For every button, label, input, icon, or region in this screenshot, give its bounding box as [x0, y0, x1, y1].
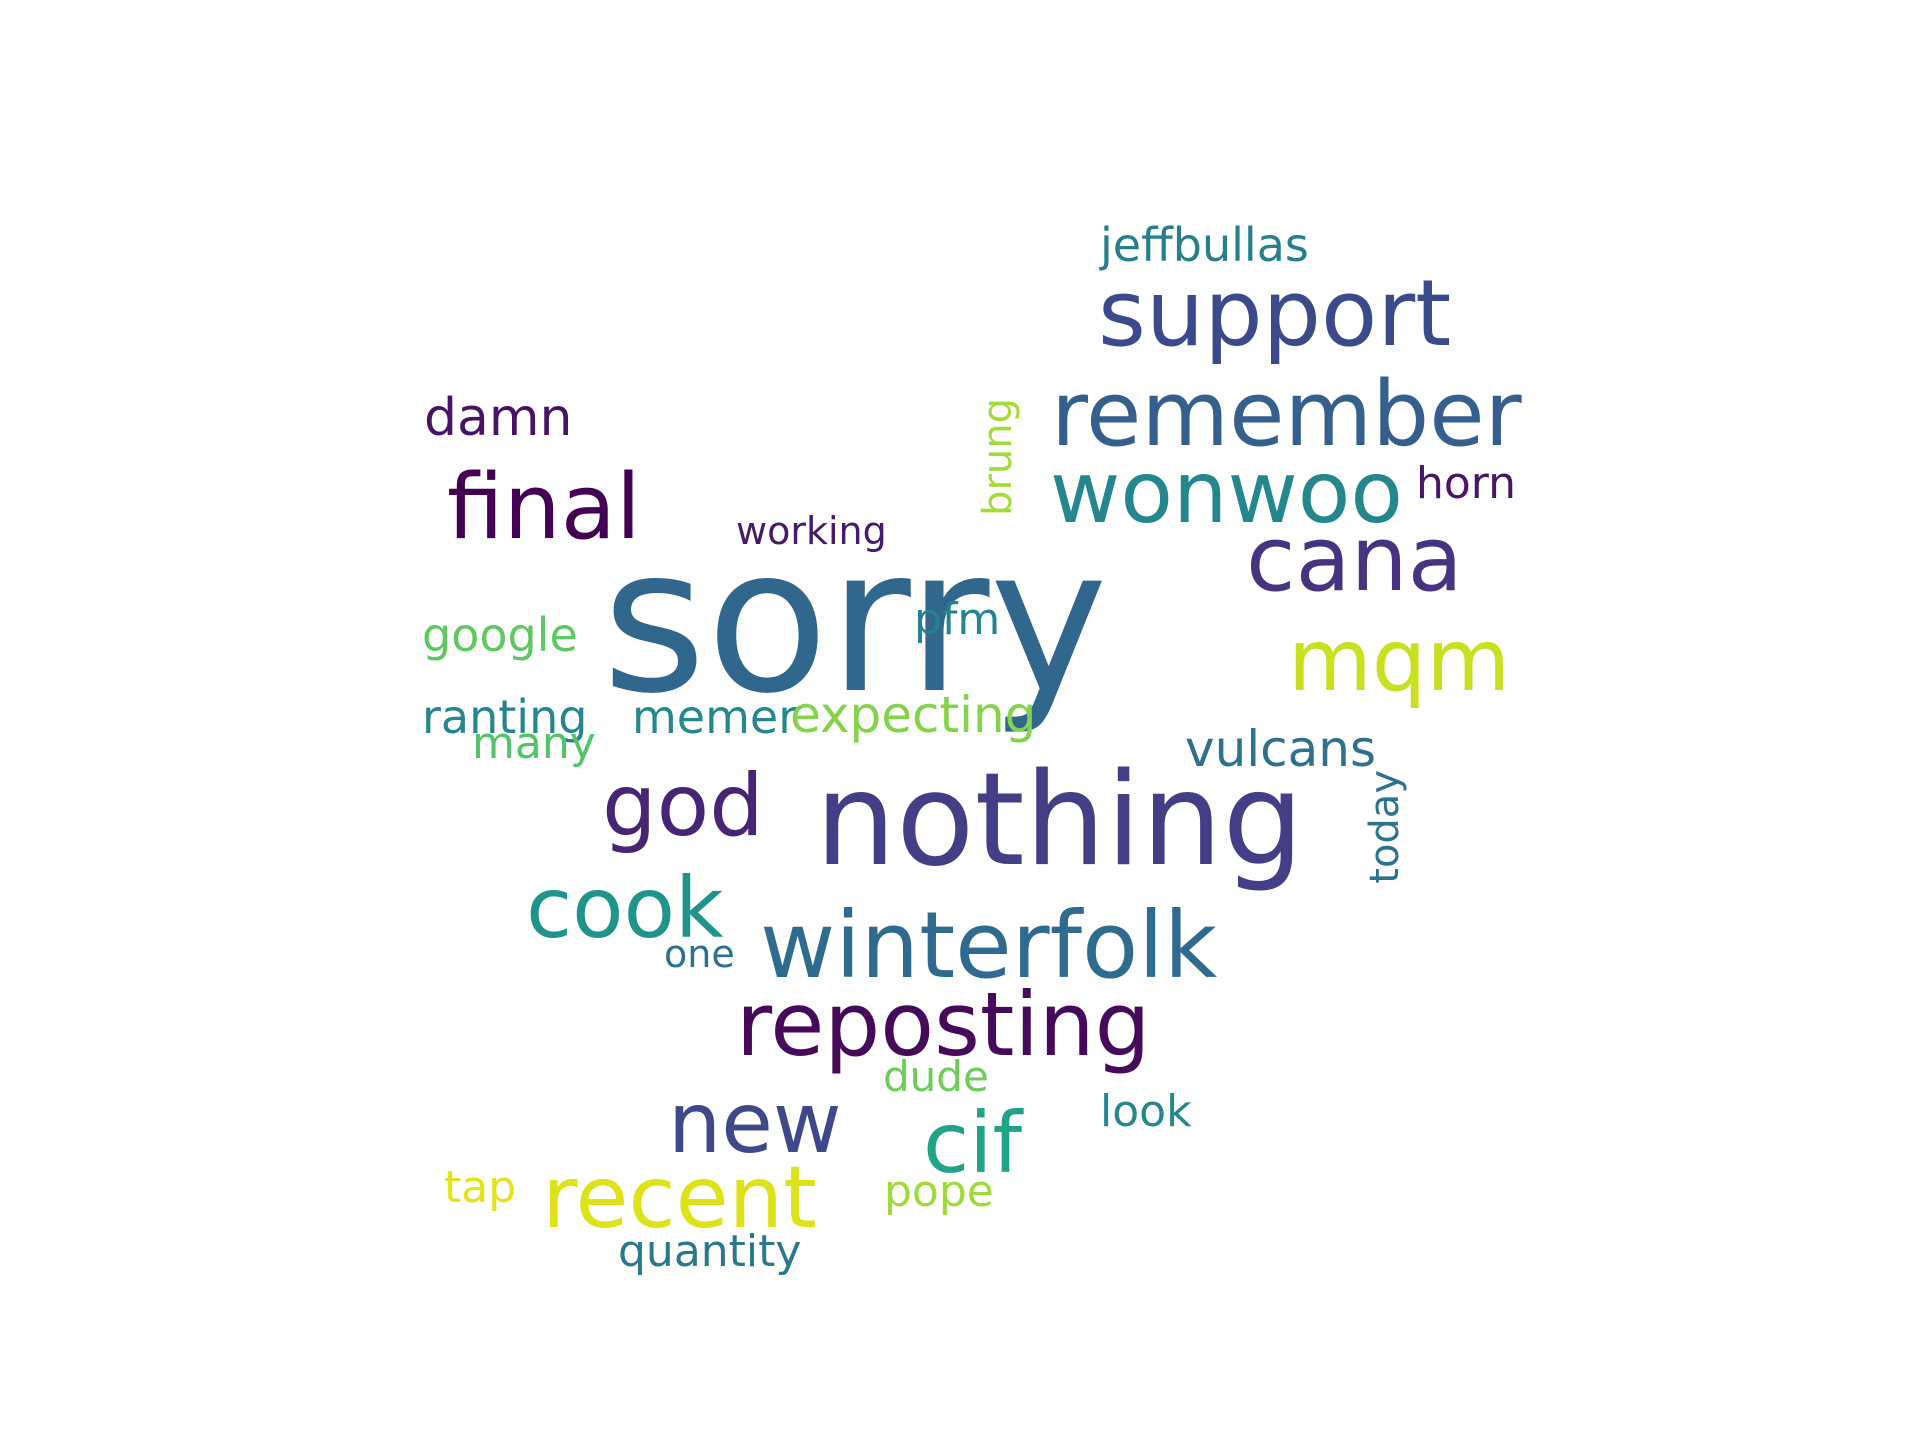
word-support: support: [1098, 260, 1452, 367]
word-cana: cana: [1246, 507, 1463, 612]
word-recent: recent: [542, 1148, 817, 1248]
word-many: many: [472, 718, 596, 769]
word-google: google: [422, 608, 578, 662]
word-tap: tap: [444, 1162, 517, 1213]
word-one: one: [664, 932, 735, 976]
word-quantity: quantity: [618, 1226, 802, 1277]
word-damn: damn: [424, 388, 573, 448]
word-nothing: nothing: [815, 746, 1304, 895]
word-new: new: [668, 1074, 842, 1172]
word-wonwoo: wonwoo: [1050, 443, 1404, 543]
word-winterfolk: winterfolk: [760, 892, 1218, 999]
word-pfm: pfm: [914, 594, 1001, 645]
word-ranting: ranting: [422, 690, 588, 744]
word-expecting: expecting: [790, 686, 1037, 744]
word-brung: brung: [975, 398, 1021, 516]
word-reposting: reposting: [736, 973, 1151, 1076]
word-pope: pope: [884, 1166, 994, 1217]
word-horn: horn: [1416, 458, 1517, 509]
word-look: look: [1100, 1086, 1192, 1137]
word-dude: dude: [883, 1052, 989, 1101]
word-mqm: mqm: [1288, 611, 1511, 711]
word-cook: cook: [526, 859, 724, 957]
word-god: god: [602, 756, 764, 856]
word-today: today: [1362, 770, 1408, 884]
word-final: final: [447, 455, 641, 560]
word-vulcans: vulcans: [1185, 720, 1377, 778]
word-jeffbullas: jeffbullas: [1100, 218, 1309, 272]
word-memer: memer: [632, 690, 798, 744]
word-remember: remember: [1051, 362, 1522, 467]
word-sorry: sorry: [602, 505, 1108, 738]
word-cif: cif: [923, 1094, 1023, 1192]
word-working: working: [736, 509, 887, 553]
